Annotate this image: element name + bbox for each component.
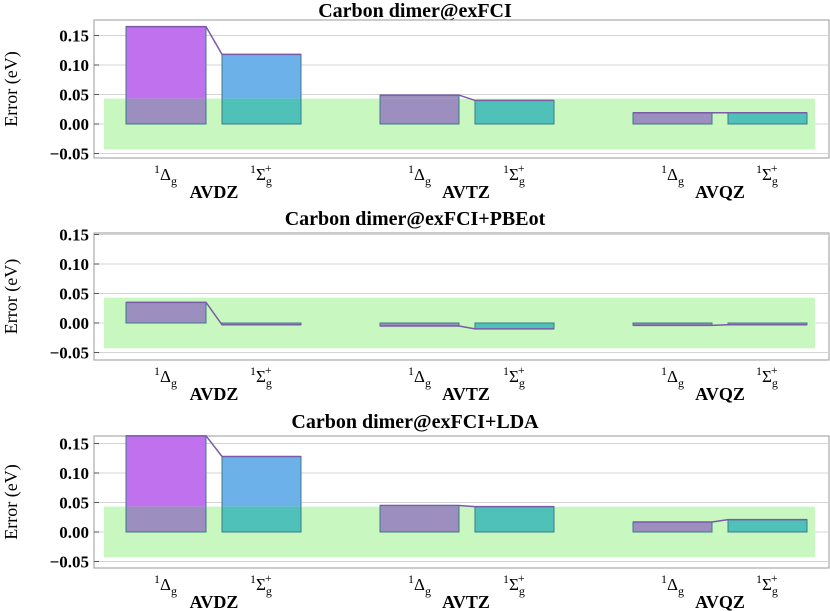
group-top-line [633, 518, 807, 523]
y-tick-label: 0.10 [59, 255, 89, 274]
group-top-line [380, 504, 554, 508]
state-label-sigma: 1Σg+ [756, 363, 778, 390]
basis-label: AVDZ [190, 182, 239, 202]
bar-fill [380, 323, 459, 326]
state-label-delta: 1Δg [661, 572, 684, 598]
bar-fill [633, 323, 712, 326]
state-label-sigma: 1Σg+ [503, 571, 525, 598]
bar-fill [728, 112, 807, 124]
y-tick-label: 0.00 [59, 314, 89, 333]
y-tick-label: 0.05 [59, 285, 89, 304]
state-label-delta: 1Δg [154, 572, 177, 598]
y-tick-label: 0.05 [59, 494, 89, 513]
bar-lower [222, 98, 301, 124]
basis-label: AVQZ [695, 182, 745, 202]
state-label-delta: 1Δg [408, 162, 431, 188]
y-tick-label: 0.15 [59, 27, 89, 46]
bar [379, 504, 460, 533]
state-label-sigma: 1Σg+ [756, 161, 778, 188]
bar-upper [380, 95, 459, 99]
y-axis-label: Error (eV) [1, 259, 22, 334]
panel-title: Carbon dimer@exFCI+PBEot [285, 208, 546, 230]
y-tick-label: 0.00 [59, 523, 89, 542]
y-axis-label: Error (eV) [1, 464, 22, 539]
group-top-line [126, 25, 301, 56]
y-tick-label: 0.05 [59, 86, 89, 105]
basis-label: AVTZ [442, 384, 490, 404]
y-tick-label: 0.10 [59, 56, 89, 75]
bar-fill [728, 519, 807, 532]
bar-upper [126, 26, 206, 99]
group-top-line [380, 325, 554, 330]
group-top-line [633, 324, 807, 327]
bar-upper [222, 456, 301, 507]
bar-lower [380, 506, 459, 532]
bar-fill [728, 323, 807, 325]
y-axis-label: Error (eV) [1, 51, 22, 126]
bar [632, 112, 713, 125]
bar [727, 519, 808, 533]
basis-label: AVDZ [190, 384, 239, 404]
panel-3: Carbon dimer@exFCI+LDA 0.15 0.10 0.05 0.00 −0… [1, 411, 830, 611]
bar-fill [475, 506, 554, 532]
bar [474, 322, 555, 330]
bar-lower [126, 98, 206, 124]
bar-lower [126, 506, 206, 532]
basis-label: AVQZ [695, 592, 745, 611]
y-tick-label: −0.05 [50, 553, 89, 572]
bar-fill [633, 112, 712, 124]
state-label-sigma: 1Σg+ [756, 571, 778, 598]
state-label-delta: 1Δg [661, 364, 684, 390]
state-label-delta: 1Δg [154, 364, 177, 390]
bar-lower [222, 506, 301, 532]
bar [474, 506, 555, 533]
bar [125, 26, 207, 125]
state-label-delta: 1Δg [154, 162, 177, 188]
bar-lower [380, 98, 459, 124]
state-label-delta: 1Δg [408, 364, 431, 390]
state-label-sigma: 1Σg+ [250, 363, 272, 390]
bar-fill [126, 302, 206, 323]
group-top-line [380, 94, 554, 102]
bar-fill [475, 323, 554, 329]
state-label-delta: 1Δg [408, 572, 431, 598]
state-label-sigma: 1Σg+ [250, 571, 272, 598]
bar-fill [633, 521, 712, 532]
bar [125, 301, 207, 324]
y-tick-label: 0.15 [59, 226, 89, 245]
y-tick-label: 0.10 [59, 464, 89, 483]
basis-label: AVTZ [442, 182, 490, 202]
y-tick-label: 0.00 [59, 115, 89, 134]
panel-1: Carbon dimer@exFCI 0.15 0.10 0.05 0.00 −0.05 E… [1, 0, 830, 202]
group-top-line [126, 435, 301, 458]
y-tick-label: 0.15 [59, 435, 89, 454]
basis-label: AVDZ [190, 592, 239, 611]
panel-title: Carbon dimer@exFCI [318, 0, 512, 22]
state-label-sigma: 1Σg+ [503, 161, 525, 188]
bar [727, 112, 808, 125]
basis-label: AVQZ [695, 384, 745, 404]
bar-fill [222, 323, 301, 325]
basis-label: AVTZ [442, 592, 490, 611]
state-label-sigma: 1Σg+ [503, 363, 525, 390]
bar-upper [126, 435, 206, 507]
bar [632, 521, 713, 533]
panel-2: Carbon dimer@exFCI+PBEot 0.15 0.10 0.05 0.00… [1, 208, 830, 404]
bar-fill [475, 100, 554, 124]
bar-upper [222, 54, 301, 99]
bar [221, 455, 302, 533]
bar [379, 94, 460, 125]
y-tick-label: −0.05 [50, 344, 89, 363]
y-tick-label: −0.05 [50, 145, 89, 164]
bar [125, 435, 207, 533]
group-top-line [126, 301, 301, 326]
bar [474, 99, 555, 125]
state-label-delta: 1Δg [661, 162, 684, 188]
state-label-sigma: 1Σg+ [250, 161, 272, 188]
panel-title: Carbon dimer@exFCI+LDA [291, 411, 539, 433]
bar [221, 53, 302, 125]
